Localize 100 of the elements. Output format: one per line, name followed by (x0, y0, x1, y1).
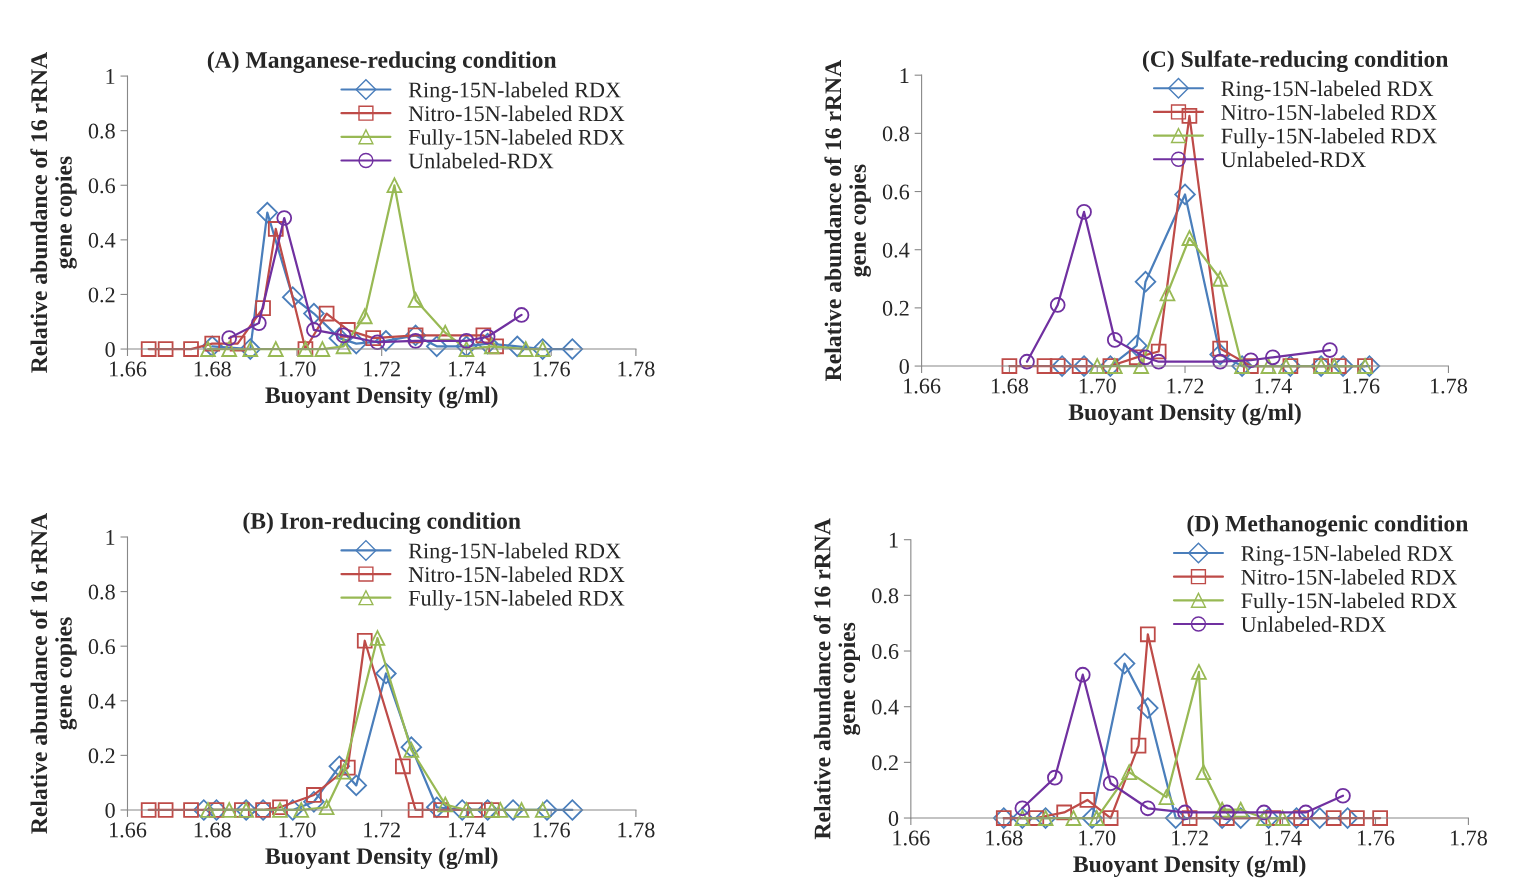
y-tick-label: 0.6 (872, 643, 899, 660)
x-tick-label: 1.74 (1255, 378, 1292, 394)
x-tick-label: 1.72 (364, 822, 400, 838)
y-tick-label: 1 (106, 69, 115, 84)
point (1019, 353, 1035, 370)
y-tick-label: 1 (106, 530, 115, 545)
y-tick-label: 0.4 (88, 232, 116, 248)
y-tick-label: 0.8 (88, 584, 115, 600)
x-tick-label: 1.72 (364, 361, 400, 377)
legend-label: Fully-15N-labeled RDX (1241, 592, 1457, 613)
point (375, 330, 397, 352)
point (1274, 810, 1291, 826)
point (1358, 355, 1381, 377)
point (1309, 807, 1331, 829)
legend-label: Ring-15N-labeled RDX (1221, 80, 1434, 101)
point (437, 324, 454, 341)
y-tick-label: 0.6 (88, 639, 116, 655)
point (1134, 270, 1157, 293)
point (407, 292, 424, 308)
point (1264, 349, 1281, 366)
point (1214, 801, 1231, 818)
x-tick-label: 1.78 (1430, 378, 1468, 394)
point (229, 335, 246, 352)
point (183, 341, 199, 357)
point (345, 774, 368, 797)
point (426, 796, 448, 818)
point (400, 736, 423, 758)
point (267, 341, 284, 357)
x-tick-label: 1.76 (533, 361, 570, 377)
point (140, 341, 157, 357)
y-tick-label: 0.8 (88, 123, 115, 139)
point (1001, 358, 1018, 374)
point (1049, 297, 1066, 313)
legend-label: Ring-15N-labeled RDX (408, 81, 621, 103)
point (1126, 334, 1148, 357)
y-axis-title: Relative abundance of 16 rRNA gene copies (30, 52, 77, 373)
x-tick-label: 1.68 (194, 822, 231, 838)
point (356, 632, 373, 649)
point (303, 791, 325, 813)
point (1089, 358, 1106, 374)
point (1150, 343, 1167, 360)
point (451, 799, 473, 821)
point (1322, 342, 1338, 358)
x-tick-label: 1.78 (1450, 830, 1488, 846)
legend-label: Nitro-15N-labeled RDX (408, 566, 625, 583)
point (328, 327, 351, 349)
point (476, 332, 499, 355)
x-axis-title: Buoyant Density (g/ml) (1068, 403, 1301, 426)
point (1181, 810, 1198, 826)
point (1191, 664, 1207, 680)
x-tick-label: 1.68 (991, 378, 1029, 394)
point (183, 802, 199, 818)
y-axis-title: Relative abundance of 16 rRNA gene copies (813, 518, 861, 840)
point (502, 799, 524, 821)
y-tick-label: 0.2 (88, 748, 115, 764)
x-tick-label: 1.66 (110, 822, 147, 838)
x-tick-label: 1.68 (986, 830, 1023, 846)
point (407, 802, 424, 818)
legend-label: Unlabeled-RDX (1241, 616, 1386, 632)
y-tick-label: 0.8 (882, 126, 909, 142)
y-tick-label: 0.2 (882, 300, 909, 316)
point (1051, 355, 1073, 377)
point (221, 802, 238, 818)
point (395, 758, 411, 775)
y-tick-label: 0 (105, 802, 115, 818)
point (1195, 764, 1212, 780)
y-tick-label: 0.4 (882, 242, 910, 258)
point (1133, 358, 1149, 374)
legend-label: Nitro-15N-labeled RDX (1241, 569, 1457, 585)
point (506, 335, 528, 358)
point (221, 341, 238, 357)
point (1372, 810, 1388, 826)
point (513, 307, 530, 323)
point (1128, 349, 1145, 366)
x-tick-label: 1.74 (448, 822, 486, 838)
point (455, 335, 478, 358)
x-tick-label: 1.72 (1172, 830, 1208, 846)
point (1150, 353, 1167, 370)
x-tick-label: 1.66 (893, 830, 930, 846)
point (1139, 626, 1156, 643)
x-tick-label: 1.74 (1265, 830, 1302, 846)
point (476, 799, 499, 821)
point (318, 799, 335, 816)
x-axis-title: Buoyant Density (g/ml) (1073, 855, 1306, 878)
chart-title: (D) Methanogenic condition (1187, 514, 1469, 537)
point (467, 802, 483, 818)
point (386, 177, 403, 194)
point (255, 300, 271, 316)
x-tick-label: 1.76 (533, 822, 570, 838)
legend-label: Unlabeled-RDX (408, 152, 554, 169)
legend-label: Nitro-15N-labeled RDX (1221, 104, 1437, 120)
point (276, 210, 293, 226)
point (1081, 807, 1103, 829)
x-tick-label: 1.70 (1079, 378, 1116, 394)
legend-label: Fully-15N-labeled RDX (408, 590, 625, 611)
point (1121, 764, 1138, 780)
point (492, 802, 509, 818)
legend-label: Fully-15N-labeled RDX (408, 129, 625, 150)
legend-label: Ring-15N-labeled RDX (408, 542, 621, 563)
x-tick-label: 1.74 (448, 361, 486, 377)
